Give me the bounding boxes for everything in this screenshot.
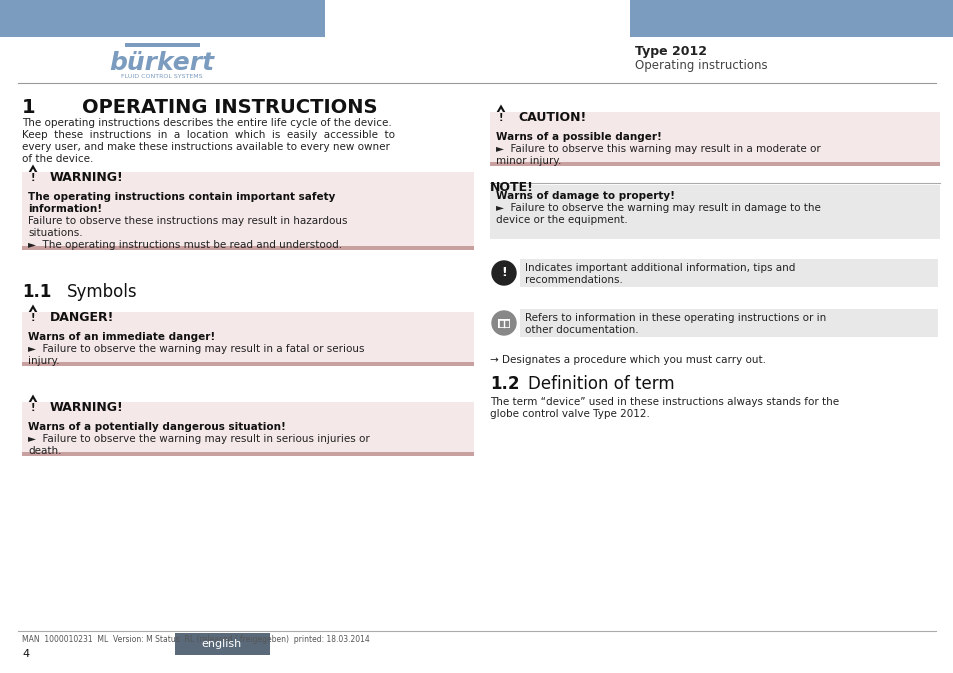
FancyBboxPatch shape (0, 0, 325, 37)
Text: OPERATING INSTRUCTIONS: OPERATING INSTRUCTIONS (82, 98, 377, 117)
Text: Type 2012: Type 2012 (635, 44, 706, 57)
FancyBboxPatch shape (50, 320, 472, 325)
Text: Warns of a possible danger!: Warns of a possible danger! (496, 132, 661, 142)
Text: The operating instructions describes the entire life cycle of the device.: The operating instructions describes the… (22, 118, 392, 128)
Text: device or the equipment.: device or the equipment. (496, 215, 627, 225)
Text: Warns of a potentially dangerous situation!: Warns of a potentially dangerous situati… (28, 422, 286, 432)
Text: situations.: situations. (28, 228, 83, 238)
Text: NOTE!: NOTE! (490, 181, 534, 194)
Text: information!: information! (28, 204, 102, 214)
Text: WARNING!: WARNING! (50, 171, 124, 184)
Text: WARNING!: WARNING! (50, 401, 124, 414)
Text: Failure to observe these instructions may result in hazardous: Failure to observe these instructions ma… (28, 216, 347, 226)
Text: bürkert: bürkert (110, 51, 214, 75)
Text: ►  The operating instructions must be read and understood.: ► The operating instructions must be rea… (28, 240, 342, 250)
FancyBboxPatch shape (497, 319, 510, 328)
Circle shape (492, 311, 516, 335)
FancyBboxPatch shape (490, 162, 939, 166)
FancyBboxPatch shape (22, 172, 474, 250)
FancyBboxPatch shape (517, 120, 937, 125)
FancyBboxPatch shape (629, 0, 953, 37)
FancyBboxPatch shape (503, 320, 509, 327)
FancyBboxPatch shape (22, 362, 474, 366)
Text: 4: 4 (22, 649, 30, 659)
Text: 1.2: 1.2 (490, 375, 519, 393)
Text: DANGER!: DANGER! (50, 311, 114, 324)
Text: 1.1: 1.1 (22, 283, 51, 301)
FancyBboxPatch shape (22, 452, 474, 456)
Text: Keep  these  instructions  in  a  location  which  is  easily  accessible  to: Keep these instructions in a location wh… (22, 130, 395, 140)
Text: Indicates important additional information, tips and: Indicates important additional informati… (524, 263, 795, 273)
Text: → Designates a procedure which you must carry out.: → Designates a procedure which you must … (490, 355, 765, 365)
Text: Definition of term: Definition of term (527, 375, 674, 393)
Circle shape (492, 261, 516, 285)
FancyBboxPatch shape (174, 633, 270, 655)
FancyBboxPatch shape (125, 43, 200, 47)
Text: recommendations.: recommendations. (524, 275, 622, 285)
FancyBboxPatch shape (50, 180, 472, 185)
Text: CAUTION!: CAUTION! (517, 111, 586, 124)
Text: !: ! (30, 402, 35, 413)
Text: The term “device” used in these instructions always stands for the: The term “device” used in these instruct… (490, 397, 839, 407)
Text: globe control valve Type 2012.: globe control valve Type 2012. (490, 409, 649, 419)
FancyBboxPatch shape (22, 312, 474, 366)
FancyBboxPatch shape (519, 309, 937, 337)
Text: 1: 1 (22, 98, 35, 117)
Text: ►  Failure to observe this warning may result in a moderate or: ► Failure to observe this warning may re… (496, 144, 820, 154)
Text: Operating instructions: Operating instructions (635, 59, 767, 71)
FancyBboxPatch shape (490, 112, 939, 166)
Text: FLUID CONTROL SYSTEMS: FLUID CONTROL SYSTEMS (121, 73, 203, 79)
Text: ►  Failure to observe the warning may result in a fatal or serious: ► Failure to observe the warning may res… (28, 344, 364, 354)
FancyBboxPatch shape (22, 246, 474, 250)
FancyBboxPatch shape (519, 259, 937, 287)
FancyBboxPatch shape (490, 185, 939, 239)
Text: MAN  1000010231  ML  Version: M Status: RL (released | freigegeben)  printed: 18: MAN 1000010231 ML Version: M Status: RL … (22, 635, 370, 644)
Text: !: ! (30, 313, 35, 323)
FancyBboxPatch shape (22, 402, 474, 456)
Text: Warns of an immediate danger!: Warns of an immediate danger! (28, 332, 215, 342)
Text: other documentation.: other documentation. (524, 325, 638, 335)
Text: Warns of damage to property!: Warns of damage to property! (496, 191, 675, 201)
Text: english: english (202, 639, 242, 649)
Text: minor injury.: minor injury. (496, 156, 560, 166)
Text: death.: death. (28, 446, 61, 456)
Text: Symbols: Symbols (67, 283, 137, 301)
Text: every user, and make these instructions available to every new owner: every user, and make these instructions … (22, 142, 390, 152)
FancyBboxPatch shape (50, 410, 472, 415)
Text: Refers to information in these operating instructions or in: Refers to information in these operating… (524, 313, 825, 323)
Text: !: ! (500, 267, 506, 279)
Text: injury.: injury. (28, 356, 59, 366)
Text: !: ! (30, 173, 35, 183)
Text: ►  Failure to observe the warning may result in serious injuries or: ► Failure to observe the warning may res… (28, 434, 370, 444)
Text: of the device.: of the device. (22, 154, 93, 164)
Text: !: ! (498, 113, 503, 122)
Text: ►  Failure to observe the warning may result in damage to the: ► Failure to observe the warning may res… (496, 203, 820, 213)
Text: The operating instructions contain important safety: The operating instructions contain impor… (28, 192, 335, 202)
FancyBboxPatch shape (498, 320, 503, 327)
